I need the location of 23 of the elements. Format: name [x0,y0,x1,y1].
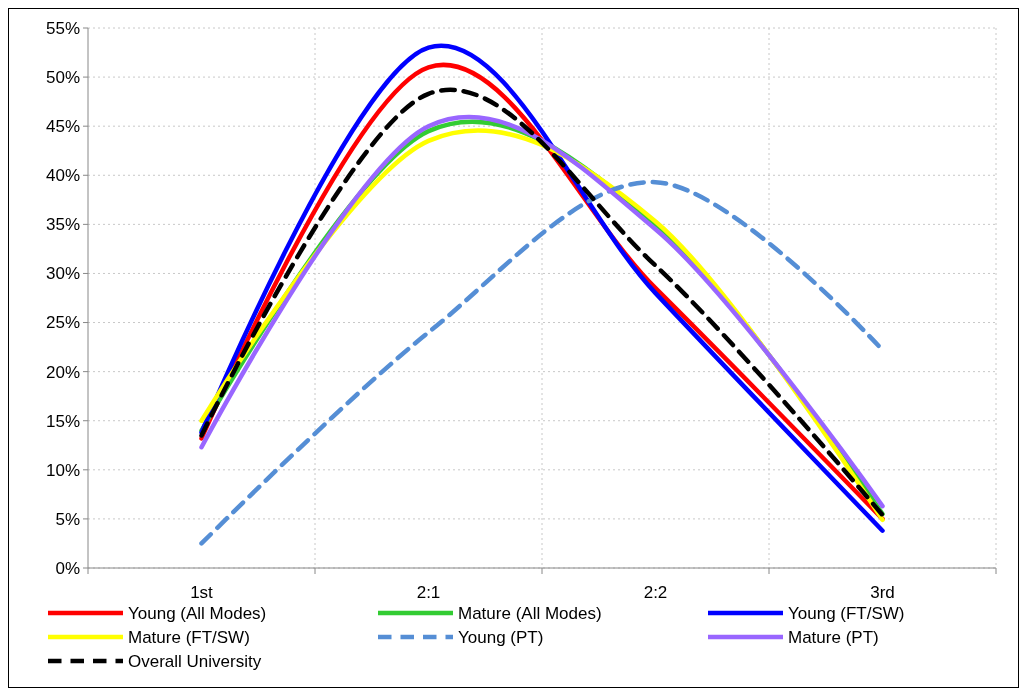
x-tick-label: 3rd [870,583,895,602]
y-tick-label: 45% [45,117,80,137]
y-tick-label: 10% [45,460,80,480]
y-tick-label: 20% [45,362,80,382]
y-tick-label: 25% [45,313,80,333]
x-tick-label: 1st [190,583,214,602]
legend-label: Young (PT) [458,627,544,647]
y-tick-label: 55% [45,18,80,38]
y-tick-label: 35% [45,215,80,235]
legend-label: Mature (All Modes) [458,603,602,623]
legend-label: Overall University [128,651,262,671]
y-tick-label: 50% [45,68,80,88]
x-tick-label: 2:1 [416,583,441,602]
y-tick-label: 0% [55,558,80,578]
legend-label: Young (All Modes) [128,603,267,623]
x-tick-label: 2:2 [643,583,668,602]
y-tick-label: 5% [55,509,80,529]
legend-label: Mature (PT) [788,627,879,647]
legend-label: Mature (FT/SW) [128,627,250,647]
legend-label: Young (FT/SW) [788,603,905,623]
y-tick-label: 15% [45,411,80,431]
y-tick-label: 30% [45,264,80,284]
y-tick-label: 40% [45,166,80,186]
